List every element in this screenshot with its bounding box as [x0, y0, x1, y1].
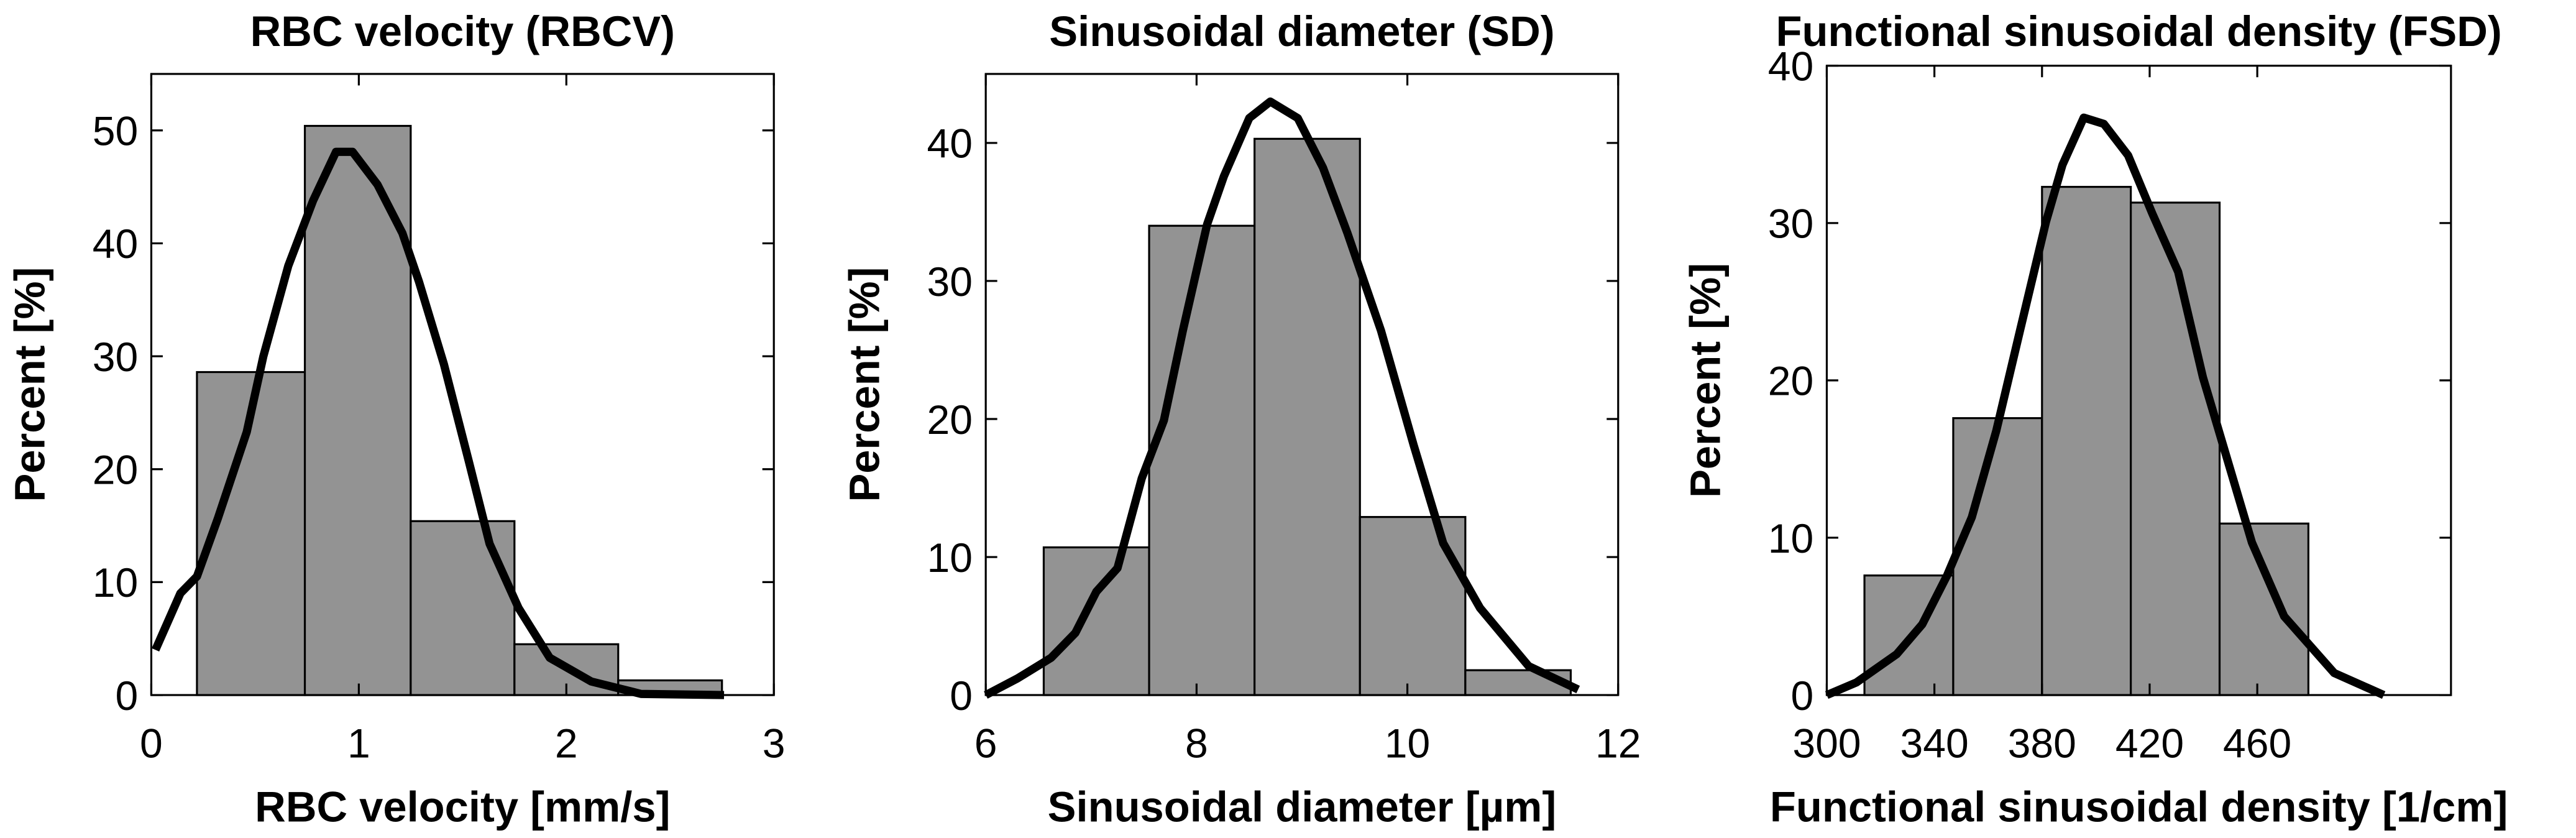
x-axis-label: RBC velocity [mm/s]: [255, 783, 670, 831]
chart-title: RBC velocity (RBCV): [250, 7, 675, 55]
x-axis-label: Functional sinusoidal density [1/cm]: [1770, 783, 2508, 831]
histogram-bar: [1359, 516, 1467, 696]
y-tick-label: 30: [93, 334, 138, 380]
x-tick-label: 10: [1385, 721, 1430, 767]
y-tick-label: 30: [927, 259, 973, 305]
x-tick-label: 420: [2115, 721, 2184, 767]
y-axis-label: Percent [%]: [6, 267, 54, 502]
x-tick-label: 8: [1185, 721, 1208, 767]
density-curve: [984, 97, 1580, 699]
y-tick-label: 10: [93, 560, 138, 606]
x-tick-label: 380: [2008, 721, 2076, 767]
histogram-bar: [1042, 546, 1150, 696]
x-tick-label: 6: [974, 721, 997, 767]
y-tick-label: 40: [1768, 44, 1813, 90]
x-tick-label: 3: [763, 721, 786, 767]
chart-title: Functional sinusoidal density (FSD): [1776, 7, 2501, 55]
x-axis-label: Sinusoidal diameter [µm]: [1048, 783, 1557, 831]
y-tick-label: 50: [93, 109, 138, 155]
histogram-bar: [2041, 186, 2132, 696]
x-tick-label: 460: [2223, 721, 2291, 767]
y-tick-label: 20: [1768, 359, 1813, 405]
x-tick-label: 12: [1595, 721, 1641, 767]
histogram-bar: [1952, 417, 2043, 696]
x-tick-label: 2: [555, 721, 578, 767]
histogram-bar: [1254, 137, 1361, 696]
x-tick-label: 1: [347, 721, 370, 767]
y-axis-label: Percent [%]: [840, 267, 888, 502]
histogram-bar: [2218, 522, 2309, 696]
chart-title: Sinusoidal diameter (SD): [1049, 7, 1554, 55]
y-tick-label: 0: [950, 673, 973, 719]
histogram-bar: [1148, 224, 1256, 696]
y-tick-label: 0: [1791, 673, 1814, 719]
y-tick-label: 0: [116, 673, 139, 719]
y-tick-label: 30: [1768, 201, 1813, 247]
y-tick-label: 10: [1768, 516, 1813, 562]
density-curve: [152, 147, 725, 699]
histogram-bar: [2130, 201, 2221, 696]
y-tick-label: 40: [927, 121, 973, 167]
density-curve: [1825, 113, 2386, 699]
x-tick-label: 0: [140, 721, 163, 767]
y-axis-label: Percent [%]: [1682, 263, 1730, 498]
y-tick-label: 40: [93, 221, 138, 267]
histogram-bar: [410, 520, 516, 696]
x-tick-label: 300: [1792, 721, 1861, 767]
y-tick-label: 10: [927, 535, 973, 581]
y-tick-label: 20: [93, 448, 138, 494]
x-tick-label: 340: [1900, 721, 1969, 767]
y-tick-label: 20: [927, 397, 973, 443]
